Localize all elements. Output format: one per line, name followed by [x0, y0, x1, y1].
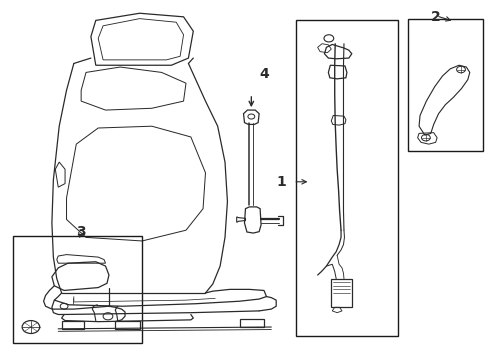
Text: 1: 1 [276, 175, 285, 189]
Text: 2: 2 [430, 10, 440, 24]
Text: 3: 3 [76, 225, 86, 239]
Bar [295, 21, 397, 336]
Bar [407, 19, 483, 151]
Bar [13, 235, 142, 343]
Text: 4: 4 [259, 67, 268, 81]
